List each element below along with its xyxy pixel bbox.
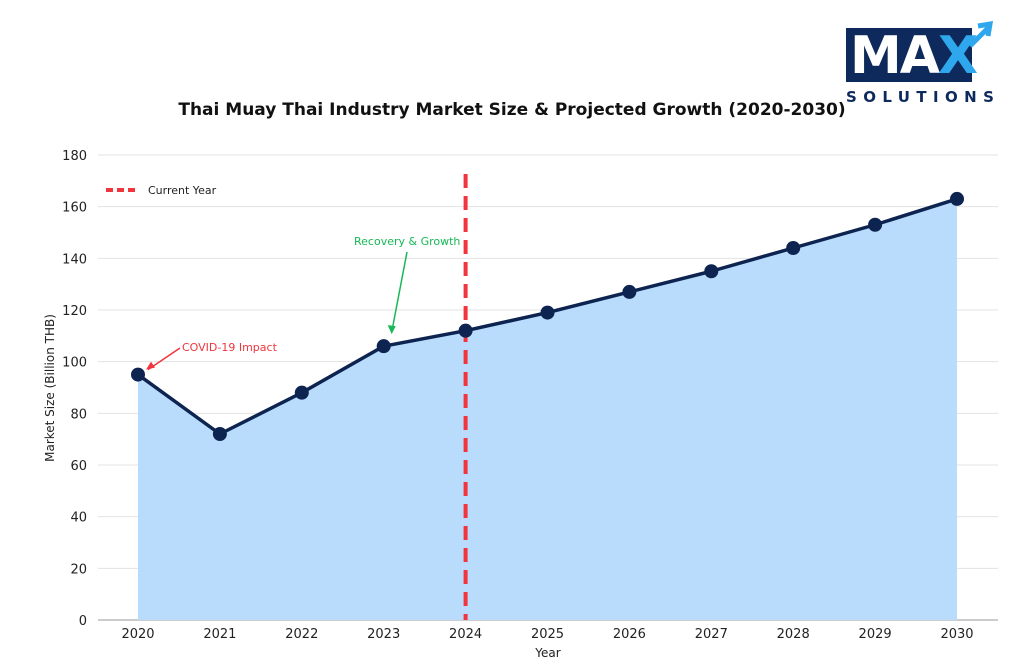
y-tick-label: 140	[62, 252, 87, 267]
y-tick-label: 160	[62, 201, 87, 216]
data-point-2025	[540, 305, 555, 320]
y-tick-label: 60	[70, 459, 87, 474]
max-solutions-logo: MAX SOLUTIONS	[846, 20, 996, 110]
data-point-2022	[294, 385, 309, 400]
y-tick-label: 80	[70, 407, 87, 422]
y-axis-label: Market Size (Billion THB)	[43, 314, 57, 462]
x-tick-label: 2030	[940, 627, 973, 642]
recovery-annotation: Recovery & Growth	[354, 235, 460, 248]
y-tick-label: 20	[70, 562, 87, 577]
y-tick-label: 120	[62, 304, 87, 319]
data-point-2021	[212, 427, 227, 441]
area-layer	[138, 198, 957, 620]
logo-wordmark: MAX	[850, 26, 978, 86]
x-tick-label: 2029	[859, 627, 892, 642]
legend-label-current-year: Current Year	[148, 184, 217, 197]
x-tick-label: 2026	[613, 627, 646, 642]
y-tick-label: 40	[70, 511, 87, 526]
data-point-2027	[704, 264, 719, 279]
recovery-arrow-head	[387, 325, 396, 335]
logo-main-text: MA	[850, 26, 940, 86]
data-point-2020	[131, 367, 145, 382]
x-tick-label: 2027	[695, 627, 728, 642]
data-point-2024	[458, 323, 473, 338]
x-axis-label: Year	[534, 646, 560, 660]
y-tick-labels: 0 20 40 60 80 100 120 140 160 180	[62, 149, 87, 629]
covid-arrow-head	[146, 361, 155, 370]
series-layer	[131, 191, 964, 441]
covid-annotation: COVID-19 Impact	[182, 341, 278, 354]
data-point-2026	[622, 284, 637, 299]
data-point-2028	[786, 241, 801, 255]
x-tick-label: 2024	[449, 627, 482, 642]
chart-title: Thai Muay Thai Industry Market Size & Pr…	[178, 100, 846, 120]
x-tick-label: 2021	[203, 627, 236, 642]
y-tick-label: 180	[62, 149, 87, 164]
x-tick-labels: 2020 2021 2022 2023 2024 2025 2026 2027 2028 2029…	[121, 627, 973, 642]
data-point-2029	[868, 217, 883, 232]
x-tick-label: 2028	[777, 627, 810, 642]
logo-subtitle: SOLUTIONS	[846, 88, 1001, 106]
logo-box	[846, 28, 972, 82]
annotations-layer: COVID-19 Impact Recovery & Growth	[146, 235, 460, 371]
x-tick-label: 2023	[367, 627, 400, 642]
data-point-2023	[376, 339, 391, 354]
series-area	[138, 198, 957, 620]
recovery-arrow-line	[390, 251, 408, 333]
x-tick-label: 2022	[285, 627, 318, 642]
y-tick-label: 100	[62, 356, 87, 371]
logo-accent-text: X	[938, 26, 978, 86]
x-tick-label: 2025	[531, 627, 564, 642]
logo-arrow-icon	[968, 20, 994, 48]
x-tick-label: 2020	[121, 627, 154, 642]
legend: Current Year	[106, 184, 217, 197]
y-tick-label: 0	[79, 614, 87, 629]
data-point-2030	[950, 191, 964, 206]
